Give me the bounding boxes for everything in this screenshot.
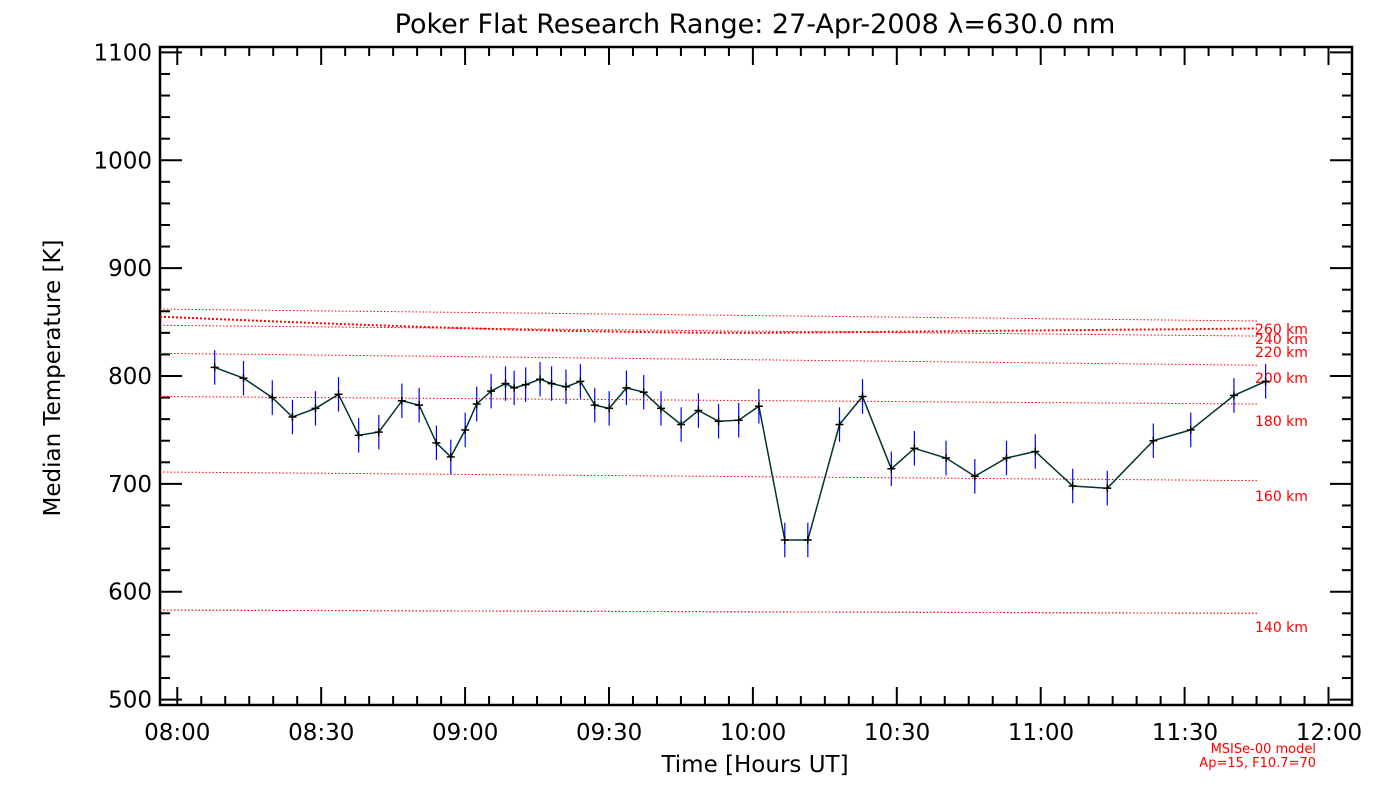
model-line	[159, 609, 1257, 614]
y-tick-label: 1000	[93, 148, 152, 174]
plot-area: 500 600 700 800 900 1000 1100 08:00 08:30 09:00 09…	[93, 40, 1362, 746]
model-line	[159, 324, 1257, 337]
x-tick-label: 08:30	[288, 720, 354, 746]
model-line	[159, 471, 1257, 482]
y-tick-label: 500	[108, 688, 152, 714]
x-tick-label: 12:00	[1296, 720, 1362, 746]
y-tick-label: 700	[108, 472, 152, 498]
model-curve	[159, 315, 1258, 334]
x-tick-label: 09:30	[576, 720, 642, 746]
data-line	[214, 366, 1266, 541]
x-tick-label: 09:00	[432, 720, 498, 746]
x-tick-label: 11:30	[1152, 720, 1218, 746]
model-note-line2: Ap=15, F10.7=70	[1199, 756, 1316, 771]
y-tick-label: 1100	[93, 40, 152, 66]
model-line-label: 240 km	[1255, 332, 1308, 348]
y-tick-label: 800	[108, 364, 152, 390]
x-tick-label: 11:00	[1008, 720, 1074, 746]
model-line-label: 200 km	[1255, 371, 1308, 387]
x-axis-label: Time [Hours UT]	[660, 752, 848, 778]
model-line-label: 260 km	[1255, 322, 1308, 338]
model-note-line1: MSISe-00 model	[1211, 742, 1316, 757]
y-axis-label: Median Temperature [K]	[40, 240, 66, 517]
plot-frame	[158, 45, 1354, 707]
y-tick-label: 900	[108, 256, 152, 282]
model-line	[159, 395, 1257, 405]
model-line	[159, 352, 1257, 366]
x-tick-label: 10:30	[864, 720, 930, 746]
x-tick-label: 08:00	[144, 720, 210, 746]
model-line-label: 180 km	[1255, 414, 1308, 430]
model-line-label: 160 km	[1255, 489, 1308, 505]
model-line-label: 140 km	[1255, 620, 1308, 636]
model-line	[159, 308, 1257, 322]
x-tick-label: 10:00	[720, 720, 786, 746]
chart-title: Poker Flat Research Range: 27-Apr-2008 λ…	[395, 9, 1116, 40]
model-line-label: 220 km	[1255, 345, 1308, 361]
y-tick-label: 600	[108, 580, 152, 606]
